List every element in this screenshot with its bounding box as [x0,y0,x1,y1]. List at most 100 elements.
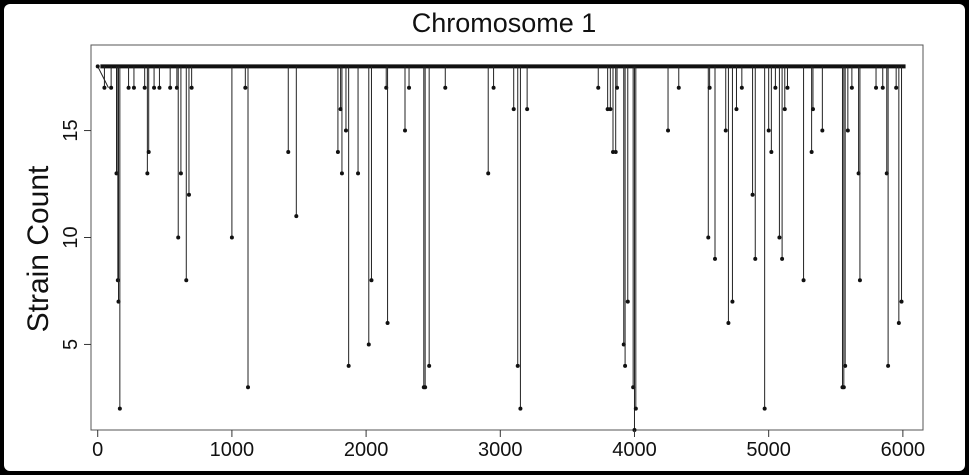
data-point [608,107,613,112]
data-point [423,385,428,390]
data-point [102,85,107,90]
data-point [168,85,173,90]
data-point [286,149,291,154]
data-point [525,107,530,112]
data-point [356,171,361,176]
x-tick-label: 2000 [344,439,389,461]
data-point [723,128,728,133]
data-point [339,171,344,176]
chart-title: Chromosome 1 [412,8,597,38]
data-point [874,85,879,90]
chart-panel: Chromosome 1 Strain Count 0 1000 2000 3000 4… [4,4,965,471]
data-point [880,85,885,90]
data-point [407,85,412,90]
data-point [625,299,630,304]
data-point [843,363,848,368]
data-point [769,149,774,154]
data-point [186,192,191,197]
data-point [176,235,181,240]
data-point [676,85,681,90]
data-point [753,256,758,261]
data-point [726,321,731,326]
x-tick-label: 5000 [746,439,791,461]
data-point [294,214,299,219]
data-point [820,128,825,133]
data-point [403,128,408,133]
data-point [849,85,854,90]
data-point [229,235,234,240]
y-tick-label: 5 [60,339,82,350]
data-point [785,85,790,90]
data-point [246,385,251,390]
data-point [109,85,114,90]
data-point [777,235,782,240]
data-point [810,107,815,112]
data-point [886,363,891,368]
data-point [615,85,620,90]
data-point [491,85,496,90]
data-point [131,85,136,90]
data-point [243,85,248,90]
data-point [486,171,491,176]
data-point [178,171,183,176]
data-point [117,406,122,411]
data-point [515,363,520,368]
data-point [896,321,901,326]
x-tick-label: 3000 [478,439,523,461]
data-point [762,406,767,411]
x-tick-label: 4000 [612,439,657,461]
data-point [734,107,739,112]
data-point [706,235,711,240]
data-point [511,107,516,112]
data-point [623,363,628,368]
data-point [845,128,850,133]
data-point [613,149,618,154]
data-point [809,149,814,154]
data-point [427,363,432,368]
data-point [369,278,374,283]
start-point [95,64,100,69]
data-point [146,149,151,154]
chart-marks [95,64,906,432]
data-point [126,85,131,90]
data-point [899,299,904,304]
data-point [841,385,846,390]
data-point [335,149,340,154]
data-point [152,85,157,90]
data-point [801,278,806,283]
data-point [730,299,735,304]
data-point [443,85,448,90]
data-point [596,85,601,90]
data-point [707,85,712,90]
y-axis-label: Strain Count [22,165,55,332]
data-point [184,278,189,283]
x-tick-label: 6000 [881,439,926,461]
data-point [713,256,717,261]
data-point [780,256,785,261]
data-point [518,406,523,411]
data-point [115,278,120,283]
data-point [773,85,778,90]
x-tick-label: 0 [92,439,103,461]
plot-frame [90,44,924,431]
data-point [145,171,150,176]
data-point [894,85,899,90]
data-point [739,85,744,90]
data-point [346,363,351,368]
data-point [750,192,755,197]
data-point [343,128,348,133]
data-point [157,85,162,90]
data-point [142,85,147,90]
data-point [366,342,371,347]
data-point [766,128,771,133]
data-point [666,128,671,133]
x-tick-label: 1000 [210,439,255,461]
data-point [857,278,862,283]
y-tick-label: 10 [60,226,82,248]
data-point [782,107,787,112]
strain-count-chart: Chromosome 1 Strain Count 0 1000 2000 3000 4… [22,8,925,461]
start-segment [97,66,109,89]
data-point [189,85,194,90]
axis-ticks: 0 1000 2000 3000 4000 5000 6000 5 10 15 [60,119,925,461]
data-point [633,406,638,411]
